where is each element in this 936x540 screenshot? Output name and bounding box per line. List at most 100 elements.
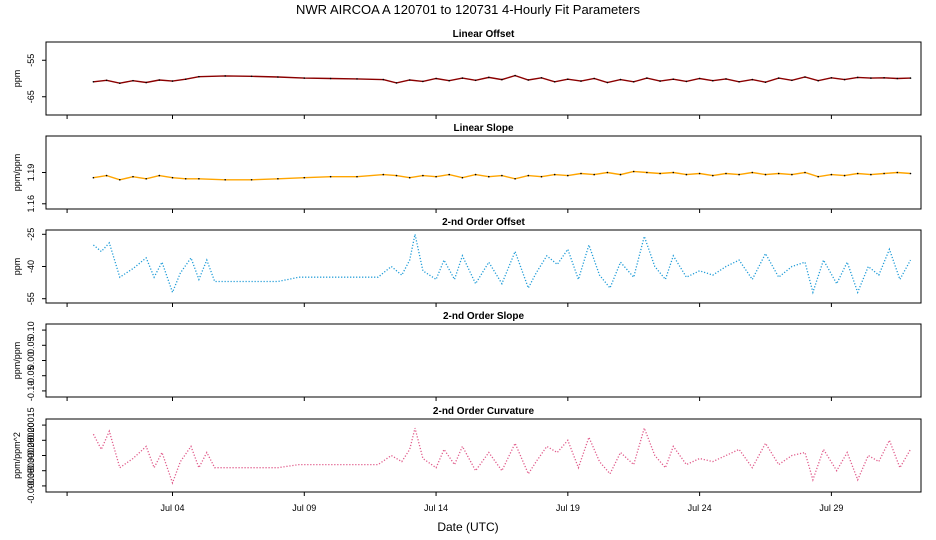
panel-2: Linear Slope 1.16 1.19 ppm/ppm bbox=[12, 123, 922, 213]
panel-4: 2-nd Order Slope 0.100.050.00-0.05-0.10 pp… bbox=[12, 311, 922, 402]
data-point bbox=[158, 174, 161, 177]
data-point bbox=[540, 77, 543, 79]
y-tick-label: 0.10 bbox=[26, 321, 36, 339]
data-point bbox=[909, 77, 912, 79]
data-point bbox=[830, 173, 833, 176]
data-point bbox=[712, 79, 714, 82]
data-point bbox=[198, 75, 200, 78]
data-point bbox=[764, 81, 767, 83]
data-point bbox=[422, 174, 424, 177]
y-tick-label: 0.00 bbox=[26, 352, 36, 370]
data-point bbox=[527, 79, 530, 81]
data-point bbox=[817, 175, 819, 178]
data-point bbox=[435, 175, 437, 178]
data-point bbox=[870, 173, 872, 176]
panel-title: Linear Offset bbox=[453, 29, 515, 40]
data-point bbox=[448, 79, 451, 82]
data-point bbox=[408, 176, 411, 179]
x-tick-label: Jul 09 bbox=[292, 503, 316, 513]
panel-frame bbox=[45, 323, 922, 398]
data-point bbox=[883, 172, 885, 175]
data-point bbox=[527, 174, 530, 177]
data-point bbox=[567, 174, 569, 177]
data-point bbox=[395, 174, 398, 177]
y-tick-label: -0.05 bbox=[26, 365, 36, 386]
data-point bbox=[751, 171, 754, 174]
series-line bbox=[93, 74, 911, 84]
data-point bbox=[356, 175, 358, 178]
data-point bbox=[725, 172, 727, 175]
data-point bbox=[488, 175, 490, 178]
data-point bbox=[751, 78, 754, 81]
data-point bbox=[356, 78, 358, 80]
y-tick-label: -55 bbox=[26, 292, 36, 305]
data-point bbox=[145, 81, 147, 84]
data-point bbox=[514, 178, 516, 180]
data-point bbox=[382, 173, 385, 176]
data-point bbox=[738, 81, 740, 83]
data-point bbox=[303, 176, 306, 179]
panel-frame bbox=[45, 418, 922, 493]
data-point bbox=[777, 77, 780, 79]
panel-title: 2-nd Order Offset bbox=[442, 217, 525, 228]
data-point bbox=[672, 78, 675, 80]
data-point bbox=[659, 172, 661, 175]
panel-frame bbox=[45, 41, 922, 116]
y-tick-label: 1.16 bbox=[26, 195, 36, 213]
data-point bbox=[712, 174, 714, 177]
y-tick-label: -55 bbox=[26, 54, 36, 67]
data-point bbox=[224, 75, 226, 77]
panel-3: 2-nd Order Offset -25 -40 -55 ppm bbox=[12, 217, 922, 307]
data-point bbox=[685, 80, 688, 83]
data-point bbox=[92, 81, 95, 83]
data-point bbox=[698, 172, 701, 175]
data-point bbox=[408, 79, 411, 81]
y-tick-label: -0.10 bbox=[26, 381, 36, 402]
data-point bbox=[224, 179, 226, 181]
y-tick-label: -0.00025 bbox=[26, 438, 36, 474]
panels-group: Linear Offset -55 -65 ppm Linear Slope 1.16 1.… bbox=[12, 29, 922, 513]
y-tick-label: -65 bbox=[26, 90, 36, 103]
data-point bbox=[646, 171, 648, 174]
series-line bbox=[92, 234, 912, 295]
data-point bbox=[909, 172, 912, 175]
data-point bbox=[198, 178, 200, 180]
data-point bbox=[488, 76, 490, 79]
data-point bbox=[896, 171, 899, 174]
data-point bbox=[791, 173, 793, 176]
data-point bbox=[870, 77, 872, 79]
y-tick-label: 1.19 bbox=[26, 164, 36, 182]
series-line bbox=[93, 170, 911, 181]
data-point bbox=[461, 176, 464, 179]
x-tick-label: Jul 24 bbox=[688, 503, 712, 513]
x-tick-label: Jul 29 bbox=[819, 503, 843, 513]
data-point bbox=[514, 74, 516, 77]
panel-frame bbox=[45, 135, 922, 210]
data-point bbox=[277, 178, 279, 180]
data-point bbox=[250, 75, 253, 78]
data-point bbox=[817, 79, 819, 82]
data-point bbox=[145, 178, 147, 180]
data-point bbox=[632, 81, 635, 83]
y-tick-label: -0.00035 bbox=[26, 468, 36, 504]
data-point bbox=[843, 174, 846, 177]
data-point bbox=[843, 78, 846, 81]
data-point bbox=[501, 174, 503, 177]
data-point bbox=[382, 78, 385, 81]
series-line bbox=[92, 426, 912, 485]
chart-title: NWR AIRCOA A 120701 to 120731 4-Hourly F… bbox=[296, 2, 640, 17]
data-point bbox=[567, 78, 569, 80]
data-point bbox=[646, 77, 648, 79]
data-point bbox=[132, 175, 134, 178]
y-axis-label: ppm/ppm bbox=[12, 342, 22, 380]
data-point bbox=[422, 80, 424, 83]
data-point bbox=[619, 173, 622, 176]
data-point bbox=[171, 176, 174, 179]
panel-5: 2-nd Order Curvature-0.00015-0.00020-0.0… bbox=[12, 406, 922, 504]
x-tick-label: Jul 19 bbox=[556, 503, 580, 513]
data-point bbox=[830, 77, 833, 79]
x-tick-label: Jul 14 bbox=[424, 503, 448, 513]
data-point bbox=[619, 78, 622, 81]
panel-title: 2-nd Order Curvature bbox=[433, 406, 535, 417]
